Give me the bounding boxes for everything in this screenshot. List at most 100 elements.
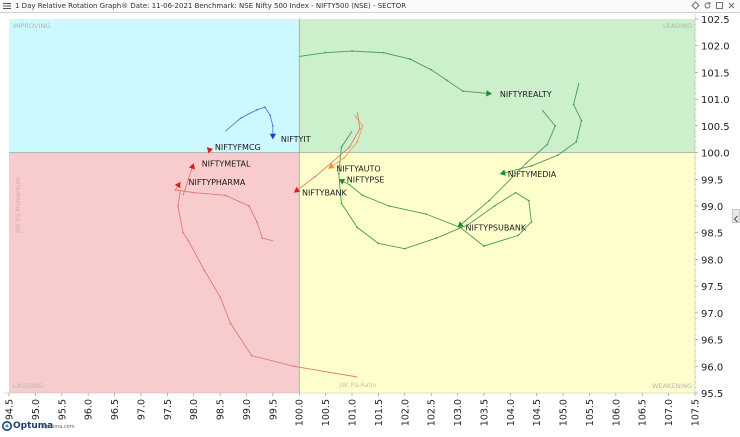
x-tick-label: 101.0 xyxy=(348,399,359,426)
menu-icon[interactable] xyxy=(3,3,11,9)
tail-point-niftyrealty xyxy=(382,51,385,54)
tail-point-niftyauto xyxy=(356,140,359,143)
logo-url: optuma.com xyxy=(43,424,75,430)
tail-point-niftyrealty xyxy=(324,51,327,54)
tail-niftybank xyxy=(293,112,361,193)
tail-point-niftypharma-tail xyxy=(219,295,221,298)
diamond-icon[interactable] xyxy=(691,1,700,10)
tail-niftypharma xyxy=(174,181,273,242)
x-tick-label: 102.0 xyxy=(400,399,411,426)
x-tick-label: 100.0 xyxy=(295,399,306,426)
y-tick-label: 96.5 xyxy=(701,336,723,347)
tail-point-niftypse xyxy=(527,199,530,202)
tail-point-niftyauto xyxy=(361,124,364,127)
tail-point-niftybank xyxy=(329,162,332,165)
tail-niftypharma-tail xyxy=(177,189,358,378)
tail-point-niftymedia xyxy=(575,140,578,143)
tail-point-niftypharma-tail xyxy=(187,239,190,242)
tail-point-niftypse xyxy=(348,183,351,186)
tail-point-niftypse xyxy=(493,205,496,207)
tail-point-niftyrealty xyxy=(446,79,448,82)
head-niftypsubank xyxy=(457,221,464,228)
tail-point-niftyit xyxy=(256,108,258,111)
tail-point-niftypharma xyxy=(174,189,177,191)
x-tick-label: 98.0 xyxy=(189,399,200,420)
close-icon[interactable] xyxy=(727,1,736,10)
head-niftyrealty xyxy=(486,90,492,97)
x-tick-label: 104.0 xyxy=(506,399,517,426)
head-niftyfmcg xyxy=(206,147,214,154)
x-tick-label: 95.5 xyxy=(57,399,68,420)
logo-text: Optuma xyxy=(13,421,54,431)
y-tick-label: 101.0 xyxy=(701,95,730,106)
tail-point-niftyit xyxy=(264,106,266,109)
tail-point-niftymetal xyxy=(187,178,190,181)
x-tick-label: 95.0 xyxy=(31,399,42,420)
x-tick-label: 107.5 xyxy=(691,399,702,426)
tail-point-niftypse xyxy=(403,247,406,250)
tail-point-niftyrealty xyxy=(351,50,353,52)
tail-point-niftymedia xyxy=(530,165,533,167)
x-tick-label: 105.5 xyxy=(585,399,596,426)
refresh-icon[interactable] xyxy=(703,1,712,10)
tail-point-niftypsubank xyxy=(554,124,557,127)
chevron-left-icon xyxy=(733,215,738,223)
x-tick-label: 96.5 xyxy=(110,399,121,420)
quadrant-improving xyxy=(9,19,300,153)
tail-point-niftypse xyxy=(377,242,380,245)
quadrant-label-leading: LEADING xyxy=(663,22,692,30)
quadrant-label-lagging: LAGGING xyxy=(13,382,43,390)
label-niftymedia: NIFTYMEDIA xyxy=(508,170,557,179)
tail-niftypsubank xyxy=(457,109,556,228)
y-tick-label: 99.0 xyxy=(701,202,723,213)
tail-point-niftypse xyxy=(340,146,343,149)
tail-point-niftypse xyxy=(435,237,438,239)
x-tick-label: 100.5 xyxy=(321,399,332,426)
tail-point-niftypse xyxy=(467,223,469,226)
maximize-icon[interactable] xyxy=(715,1,724,10)
tail-point-niftypsubank xyxy=(488,199,491,202)
y-tick-label: 102.5 xyxy=(701,15,730,26)
head-niftypharma xyxy=(174,181,181,189)
label-niftybank: NIFTYBANK xyxy=(302,189,348,198)
x-tick-label: 101.5 xyxy=(374,399,385,426)
side-panel-toggle[interactable] xyxy=(732,209,740,223)
tail-point-niftymedia xyxy=(556,154,559,157)
tail-point-niftymedia xyxy=(580,119,583,122)
x-tick-label: 99.0 xyxy=(242,399,253,420)
y-tick-label: 99.5 xyxy=(701,175,723,186)
label-niftypharma: NIFTYPHARMA xyxy=(189,178,246,187)
head-niftymedia xyxy=(499,169,506,176)
y-tick-label: 97.5 xyxy=(701,282,723,293)
tail-point-niftyit xyxy=(271,124,274,127)
x-tick-label: 103.5 xyxy=(479,399,490,426)
tail-point-niftypse xyxy=(340,202,343,205)
tail-point-niftyauto xyxy=(343,157,345,159)
x-tick-label: 97.0 xyxy=(136,399,147,420)
y-tick-label: 96.0 xyxy=(701,362,723,373)
label-niftypse: NIFTYPSE xyxy=(347,175,385,184)
tail-point-niftypse xyxy=(337,173,340,175)
x-tick-label: 96.0 xyxy=(84,399,95,420)
y-tick-label: 95.5 xyxy=(701,389,723,400)
label-niftyauto: NIFTYAUTO xyxy=(336,165,380,174)
tail-point-niftypsubank xyxy=(525,162,528,165)
tail-point-niftypharma-tail xyxy=(176,205,179,207)
tail-point-niftypse xyxy=(424,213,427,215)
tail-point-niftypharma-tail xyxy=(182,231,185,234)
tail-point-niftyit xyxy=(240,116,243,119)
x-tick-label: 107.0 xyxy=(664,399,675,426)
x-tick-label: 106.0 xyxy=(611,399,622,426)
label-niftyit: NIFTYIT xyxy=(281,135,311,144)
label-niftymetal: NIFTYMETAL xyxy=(202,159,251,168)
y-tick-label: 100.5 xyxy=(701,122,730,133)
y-tick-label: 100.0 xyxy=(701,149,730,160)
tail-point-niftyrealty xyxy=(409,58,411,60)
tail-point-niftybank xyxy=(359,127,361,130)
tail-point-niftypse xyxy=(361,194,364,197)
tail-point-niftyit xyxy=(269,114,272,117)
tail-point-niftypse xyxy=(356,226,359,229)
tail-point-niftypharma xyxy=(256,221,258,223)
head-niftypse xyxy=(338,178,346,185)
